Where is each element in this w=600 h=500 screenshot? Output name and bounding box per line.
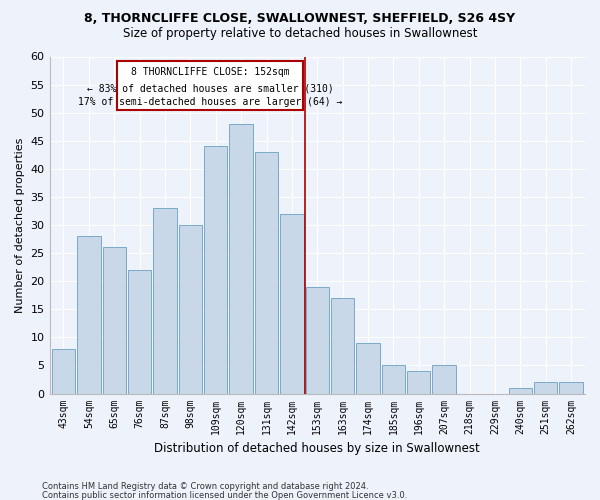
Bar	[52, 348, 75, 394]
Bar	[255, 152, 278, 394]
Bar	[103, 248, 126, 394]
Bar	[179, 225, 202, 394]
Bar	[382, 366, 405, 394]
Bar	[534, 382, 557, 394]
Text: 8, THORNCLIFFE CLOSE, SWALLOWNEST, SHEFFIELD, S26 4SY: 8, THORNCLIFFE CLOSE, SWALLOWNEST, SHEFF…	[85, 12, 515, 26]
Bar	[128, 270, 151, 394]
Bar	[407, 371, 430, 394]
Text: 17% of semi-detached houses are larger (64) →: 17% of semi-detached houses are larger (…	[78, 96, 342, 106]
Text: Contains HM Land Registry data © Crown copyright and database right 2024.: Contains HM Land Registry data © Crown c…	[42, 482, 368, 491]
Text: 8 THORNCLIFFE CLOSE: 152sqm: 8 THORNCLIFFE CLOSE: 152sqm	[131, 67, 289, 77]
Bar	[331, 298, 355, 394]
Bar	[204, 146, 227, 394]
Bar	[117, 61, 304, 110]
Bar	[280, 214, 304, 394]
Bar	[433, 366, 456, 394]
Bar	[154, 208, 176, 394]
Bar	[559, 382, 583, 394]
Bar	[356, 343, 380, 394]
Y-axis label: Number of detached properties: Number of detached properties	[15, 138, 25, 312]
Text: ← 83% of detached houses are smaller (310): ← 83% of detached houses are smaller (31…	[86, 83, 334, 93]
X-axis label: Distribution of detached houses by size in Swallownest: Distribution of detached houses by size …	[154, 442, 480, 455]
Text: Contains public sector information licensed under the Open Government Licence v3: Contains public sector information licen…	[42, 490, 407, 500]
Bar	[229, 124, 253, 394]
Bar	[305, 287, 329, 394]
Bar	[77, 236, 101, 394]
Text: Size of property relative to detached houses in Swallownest: Size of property relative to detached ho…	[123, 28, 477, 40]
Bar	[509, 388, 532, 394]
